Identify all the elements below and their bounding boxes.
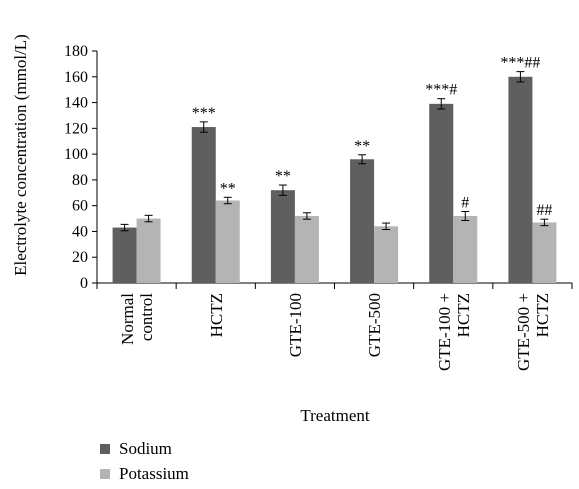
y-tick-label: 160: [64, 69, 88, 86]
x-tick-label-line: GTE-500 +: [514, 293, 533, 371]
x-tick-label-line: HCTZ: [207, 293, 226, 337]
y-tick-label: 60: [72, 198, 88, 215]
bar-sodium: [350, 159, 375, 283]
significance-label: ***##: [500, 55, 540, 72]
bar-potassium: [136, 218, 161, 283]
x-tick-label-line: GTE-100 +: [435, 293, 454, 371]
y-tick-label: 20: [72, 249, 88, 266]
significance-label: ##: [536, 202, 552, 219]
significance-label: ***#: [425, 82, 457, 99]
bar-sodium: [112, 227, 137, 283]
bar-potassium: [453, 215, 478, 283]
significance-label: **: [275, 168, 291, 185]
x-tick-label-line: HCTZ: [533, 293, 552, 337]
significance-label: #: [461, 194, 469, 211]
bar-sodium: [429, 103, 454, 283]
x-tick-label-line: control: [137, 293, 156, 341]
y-tick-label: 40: [72, 223, 88, 240]
x-tick-label: GTE-100: [286, 293, 305, 357]
bar-potassium: [294, 215, 319, 283]
x-tick-label-line: Normal: [118, 293, 137, 345]
x-tick-label: GTE-100 + HCTZ: [435, 293, 473, 371]
x-tick-label: GTE-500 + HCTZ: [514, 293, 552, 371]
x-tick-label-line: HCTZ: [454, 293, 473, 337]
bar-sodium: [191, 127, 216, 284]
bars: **********#***##**# ##: [112, 55, 557, 284]
significance-label: **: [354, 138, 370, 155]
x-tick-label: Normal control: [118, 293, 156, 345]
legend: Sodium Potassium: [100, 439, 189, 483]
x-axis: [96, 282, 573, 289]
y-tick-label: 100: [64, 146, 88, 163]
x-tick-label: HCTZ: [207, 293, 226, 337]
significance-label: **: [220, 180, 236, 197]
bar-potassium: [532, 222, 557, 283]
y-tick-label: 120: [64, 120, 88, 137]
x-tick-label: GTE-500: [365, 293, 384, 357]
legend-swatch-sodium: [100, 444, 110, 454]
bar-potassium: [374, 226, 399, 283]
y-tick-label: 80: [72, 172, 88, 189]
y-tick-label: 0: [80, 275, 88, 292]
x-axis-label: Treatment: [300, 406, 370, 425]
bar-sodium: [508, 76, 533, 284]
legend-label: Potassium: [119, 464, 189, 483]
legend-swatch-potassium: [100, 469, 110, 479]
x-tick-label-line: GTE-100: [286, 293, 305, 357]
y-axis-label: Electrolyte concentration (mmol/L): [11, 34, 30, 276]
y-tick-label: 140: [64, 95, 88, 112]
x-tick-label-line: GTE-500: [365, 293, 384, 357]
bar-sodium: [270, 190, 295, 283]
y-axis: 0 20 40 60 80 100 120 140 160 180: [64, 43, 98, 292]
y-tick-label: 180: [64, 43, 88, 60]
labels: Normal control HCTZ GTE-100 GTE-500 GTE-100 +…: [118, 293, 552, 371]
significance-label: ***: [192, 105, 216, 122]
bar-potassium: [215, 200, 240, 283]
legend-label: Sodium: [119, 439, 172, 458]
